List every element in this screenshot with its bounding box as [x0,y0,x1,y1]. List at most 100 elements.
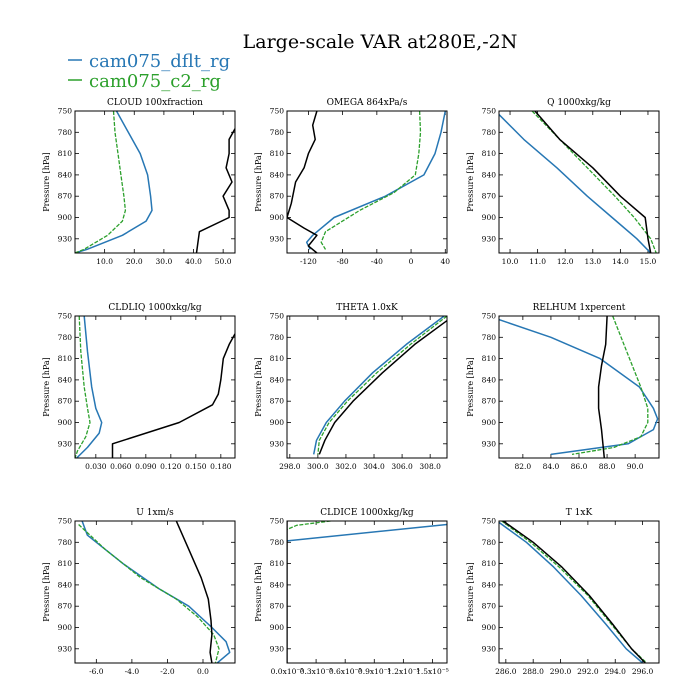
legend-label-dflt: cam075_dflt_rg [89,51,230,72]
y-tick-label: 750 [482,107,497,116]
y-tick-label: 930 [482,644,497,653]
x-tick-label: 40 [441,257,451,266]
x-tick-label: 10.0 [96,257,113,266]
series-line-c2 [75,111,127,253]
x-tick-label: 0.120 [160,462,182,471]
panel-4: THETA 1.0xK Pressure [hPa] 750 780 810 840 870… [254,303,448,471]
panel-title: U 1xm/s [136,508,174,518]
y-tick-label: 810 [270,149,285,158]
series-line-dflt [312,316,445,455]
y-tick-label: 810 [58,559,73,568]
y-axis-label: Pressure [hPa] [42,152,51,212]
x-tick-label: 15.0 [640,257,657,266]
series-line-c2 [75,316,91,458]
panel-title: THETA 1.0xK [336,303,398,313]
series-line-dflt [499,318,659,456]
x-tick-label: 0.060 [110,462,132,471]
panel-title: RELHUM 1xpercent [533,303,626,313]
y-tick-label: 930 [270,439,285,448]
x-tick-label: 290.0 [550,667,572,676]
plot-frame [74,520,236,664]
series-line-dflt [75,111,153,253]
x-tick-label: 40.0 [185,257,202,266]
y-tick-label: 750 [58,107,73,116]
y-tick-label: 900 [270,623,285,632]
y-tick-label: 810 [270,354,285,363]
x-tick-label: 292.0 [577,667,599,676]
series-line-obs [318,319,447,455]
plot-frame [498,520,660,664]
y-tick-label: 900 [482,623,497,632]
series-line-c2 [287,521,331,531]
x-tick-label: 90.0 [627,462,644,471]
plot-frame [74,110,236,254]
y-axis-label: Pressure [hPa] [254,152,263,212]
x-tick-label: 0.0 [197,667,209,676]
x-tick-label: 1.2x10⁻⁵ [387,667,420,676]
x-tick-label: 0.3x10⁻⁵ [300,667,333,676]
x-tick-label: -120 [300,257,317,266]
x-tick-label: 20.0 [126,257,143,266]
legend-label-c2: cam075_c2_rg [89,71,221,92]
y-tick-label: 780 [270,128,285,137]
y-tick-label: 870 [482,192,497,201]
y-tick-label: 870 [482,397,497,406]
x-tick-label: -40 [371,257,383,266]
x-tick-label: 308.0 [419,462,441,471]
x-tick-label: 88.0 [599,462,616,471]
panel-2: Q 1000xkg/kg Pressure [hPa] 750 780 810 840 87… [466,98,660,266]
panel-8: T 1xK Pressure [hPa] 750 780 810 840 870 900 930… [466,508,660,676]
y-tick-label: 810 [270,559,285,568]
x-tick-label: 298.0 [279,462,301,471]
y-tick-label: 840 [58,170,73,179]
x-tick-label: 294.0 [604,667,626,676]
y-tick-label: 870 [58,397,73,406]
y-axis-label: Pressure [hPa] [466,357,475,417]
y-axis-label: Pressure [hPa] [254,357,263,417]
y-tick-label: 840 [58,580,73,589]
plot-frame [286,315,448,459]
y-tick-label: 840 [270,170,285,179]
y-tick-label: 810 [482,354,497,363]
x-tick-label: 86.0 [571,462,588,471]
y-tick-label: 840 [270,375,285,384]
y-tick-label: 780 [58,128,73,137]
y-tick-label: 870 [58,602,73,611]
plot-frame [286,110,448,254]
y-tick-label: 840 [482,170,497,179]
x-tick-label: 12.0 [557,257,574,266]
series-line-obs [175,521,213,663]
x-tick-label: 0.150 [185,462,207,471]
y-axis-label: Pressure [hPa] [254,562,263,622]
series-line-obs [597,316,608,458]
x-tick-label: 306.0 [391,462,413,471]
x-tick-label: 0.0x10⁻⁵ [271,667,304,676]
series-line-c2 [78,524,220,663]
panel-3: CLDLIQ 1000xkg/kg Pressure [hPa] 750 780 810… [42,303,236,471]
y-tick-label: 810 [58,354,73,363]
x-tick-label: 300.0 [307,462,329,471]
x-tick-label: 0.6x10⁻⁵ [329,667,362,676]
y-tick-label: 900 [58,623,73,632]
y-tick-label: 750 [482,517,497,526]
plot-frame [74,315,236,459]
panel-1: OMEGA 864xPa/s Pressure [hPa] 750 780 810 840… [254,98,450,266]
y-tick-label: 750 [270,517,285,526]
y-tick-label: 870 [270,397,285,406]
x-tick-label: 84.0 [543,462,560,471]
y-tick-label: 900 [270,418,285,427]
x-tick-label: 50.0 [215,257,232,266]
series-line-obs [111,333,235,458]
y-tick-label: 750 [270,312,285,321]
y-axis-label: Pressure [hPa] [466,152,475,212]
series-line-c2 [317,316,447,455]
y-tick-label: 780 [270,333,285,342]
y-tick-label: 780 [58,538,73,547]
y-tick-label: 900 [482,418,497,427]
y-tick-label: 930 [482,439,497,448]
plot-frame [286,520,448,664]
legend: cam075_dflt_rg cam075_c2_rg [68,51,230,92]
series-line-obs [502,521,646,663]
y-tick-label: 810 [482,559,497,568]
